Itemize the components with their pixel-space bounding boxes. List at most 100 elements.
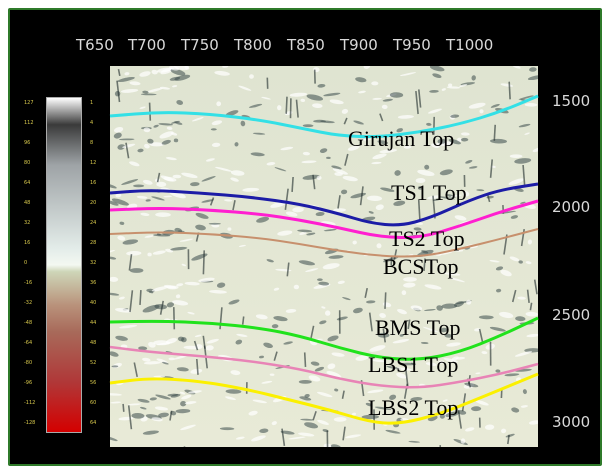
seismic-texture-stroke: [489, 159, 493, 178]
seismic-texture-mark: [160, 175, 174, 182]
seismic-texture-mark: [304, 422, 319, 429]
y-tick-label: 3000: [552, 413, 591, 431]
seismic-texture-mark: [306, 232, 316, 236]
seismic-texture-mark: [321, 306, 326, 309]
seismic-texture-mark: [371, 81, 379, 86]
seismic-texture-mark: [328, 255, 344, 259]
seismic-texture-mark: [479, 109, 484, 114]
seismic-texture-mark: [152, 250, 166, 255]
seismic-texture-mark: [323, 228, 337, 232]
seismic-texture-mark: [146, 288, 155, 293]
seismic-texture-mark: [495, 369, 501, 373]
seismic-texture-mark: [151, 196, 165, 201]
seismic-texture-mark: [520, 405, 528, 408]
seismic-texture-stroke: [241, 316, 245, 325]
seismic-texture-mark: [133, 184, 145, 188]
seismic-texture-mark: [181, 172, 198, 179]
seismic-texture-stroke: [129, 290, 134, 313]
colorbar-right-tick: 40: [90, 300, 97, 306]
seismic-texture-mark: [273, 287, 280, 291]
seismic-texture-mark: [368, 211, 374, 214]
seismic-texture-mark: [413, 227, 422, 231]
seismic-texture-mark: [145, 199, 151, 202]
seismic-texture-mark: [355, 77, 367, 83]
seismic-texture-mark: [151, 417, 163, 422]
seismic-texture-mark: [148, 291, 154, 294]
seismic-texture-mark: [158, 123, 174, 126]
seismic-texture-mark: [351, 412, 357, 416]
seismic-texture-mark: [168, 357, 176, 361]
seismic-texture-mark: [215, 166, 233, 172]
seismic-texture-mark: [110, 256, 117, 260]
seismic-texture-mark: [524, 132, 530, 135]
seismic-texture-stroke: [478, 328, 484, 343]
x-tick-label: T650: [76, 36, 114, 54]
seismic-texture-mark: [299, 396, 312, 401]
seismic-texture-mark: [147, 87, 163, 93]
seismic-texture-mark: [110, 351, 119, 357]
seismic-texture-mark: [367, 389, 384, 394]
seismic-texture-mark: [110, 276, 119, 282]
seismic-texture-mark: [436, 305, 443, 311]
seismic-texture-stroke: [341, 390, 345, 399]
colorbar-right-tick: 48: [90, 340, 97, 346]
seismic-texture-mark: [316, 175, 322, 181]
seismic-texture-mark: [372, 97, 382, 100]
seismic-texture-mark: [331, 165, 342, 170]
seismic-texture-mark: [289, 92, 308, 97]
seismic-texture-mark: [177, 336, 185, 342]
seismic-texture-stroke: [379, 113, 384, 122]
seismic-texture-mark: [156, 233, 161, 236]
seismic-texture-mark: [299, 231, 307, 235]
seismic-texture-mark: [228, 299, 240, 305]
seismic-texture-mark: [250, 152, 265, 157]
seismic-texture-stroke: [285, 96, 288, 114]
seismic-texture-mark: [142, 357, 151, 362]
seismic-texture-mark: [155, 394, 171, 400]
seismic-texture-mark: [211, 142, 221, 148]
seismic-texture-mark: [518, 95, 534, 100]
seismic-texture-mark: [465, 159, 473, 164]
seismic-texture-mark: [179, 391, 186, 395]
seismic-texture-mark: [319, 320, 327, 325]
seismic-texture-mark: [174, 74, 191, 81]
seismic-texture-mark: [319, 148, 328, 153]
seismic-texture-stroke: [312, 410, 317, 421]
x-tick-label: T1000: [446, 36, 494, 54]
seismic-texture-mark: [214, 70, 230, 76]
seismic-texture-mark: [176, 367, 189, 372]
seismic-texture-mark: [175, 408, 191, 414]
seismic-texture-mark: [347, 145, 360, 151]
seismic-texture-mark: [209, 290, 227, 294]
seismic-texture-mark: [453, 439, 468, 445]
colorbar-right-tick: 60: [90, 400, 97, 406]
seismic-texture-mark: [326, 156, 331, 160]
seismic-texture-mark: [468, 166, 478, 169]
horizon-label-ts1: TS1 Top: [391, 180, 467, 205]
seismic-texture-mark: [525, 311, 538, 317]
seismic-texture-mark: [201, 199, 214, 203]
seismic-texture-mark: [489, 326, 506, 332]
seismic-texture-mark: [120, 88, 139, 93]
seismic-texture-mark: [424, 308, 436, 312]
colorbar-right-tick: 20: [90, 200, 97, 206]
seismic-texture-mark: [271, 421, 277, 426]
seismic-texture-mark: [317, 83, 326, 88]
seismic-texture-mark: [293, 284, 300, 290]
seismic-texture-mark: [422, 326, 439, 333]
seismic-texture-mark: [219, 427, 235, 431]
seismic-texture-mark: [380, 187, 395, 192]
seismic-texture-mark: [206, 338, 219, 344]
seismic-texture-mark: [149, 397, 157, 401]
seismic-texture-stroke: [508, 81, 511, 100]
seismic-texture-mark: [184, 401, 197, 405]
seismic-texture-mark: [471, 406, 482, 412]
seismic-texture-mark: [153, 340, 171, 346]
seismic-texture-mark: [444, 333, 453, 338]
colorbar-left-tick: -112: [24, 400, 36, 406]
seismic-texture-mark: [158, 412, 169, 418]
seismic-texture-mark: [225, 396, 236, 400]
seismic-texture-stroke: [122, 403, 125, 412]
horizon-line-ts1: [109, 182, 539, 227]
colorbar-right-tick: 8: [90, 140, 94, 146]
